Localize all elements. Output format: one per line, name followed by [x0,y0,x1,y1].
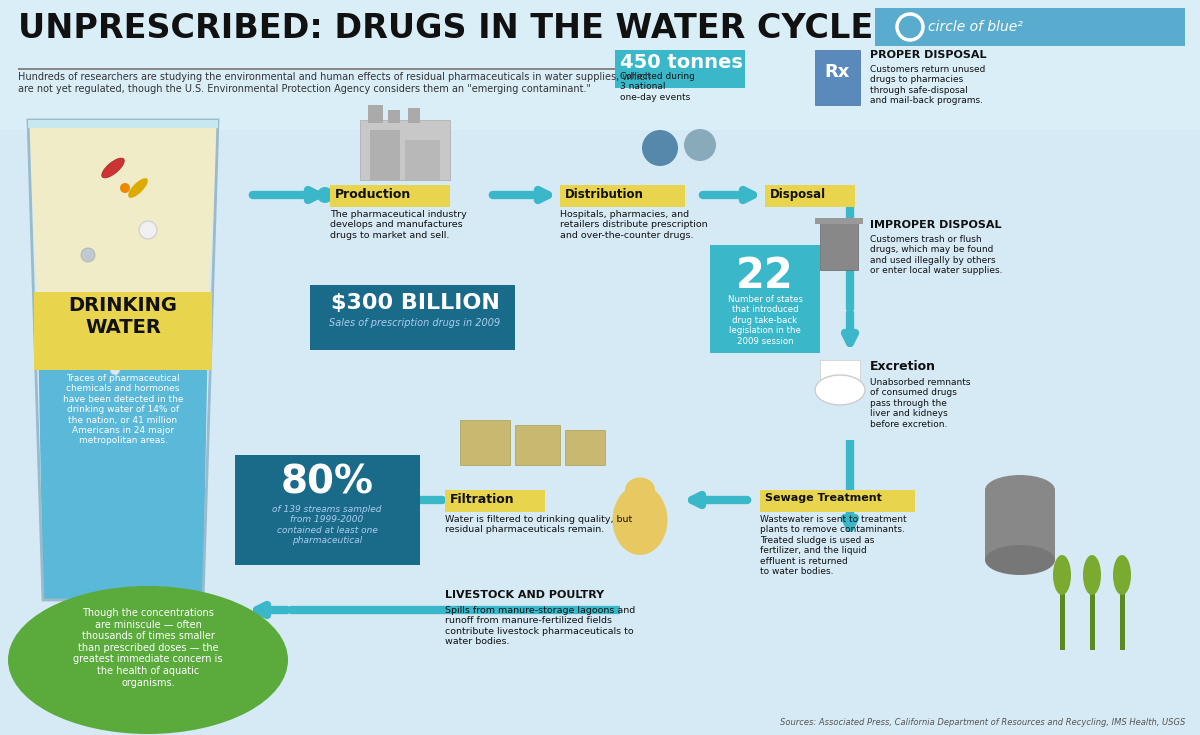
Bar [1120,570,1126,650]
Bar [18,68,718,70]
Polygon shape [28,120,218,298]
Text: UNPRESCRIBED: DRUGS IN THE WATER CYCLE: UNPRESCRIBED: DRUGS IN THE WATER CYCLE [18,12,874,45]
Text: The pharmaceutical industry
develops and manufactures
drugs to market and sell.: The pharmaceutical industry develops and… [330,210,467,240]
Text: Sources: Associated Press, California Department of Resources and Recycling, IMS: Sources: Associated Press, California De… [780,718,1186,727]
Bar [310,285,515,350]
Bar [985,490,1055,560]
Text: Unabsorbed remnants
of consumed drugs
pass through the
liver and kidneys
before : Unabsorbed remnants of consumed drugs pa… [870,378,971,429]
Text: IMPROPER DISPOSAL: IMPROPER DISPOSAL [870,220,1002,230]
Polygon shape [37,298,209,600]
Circle shape [139,221,157,239]
Text: Excretion: Excretion [870,360,936,373]
Text: Disposal: Disposal [770,188,826,201]
Text: Wastewater is sent to treatment
plants to remove contaminants.
Treated sludge is: Wastewater is sent to treatment plants t… [760,515,907,576]
Text: Sewage Treatment: Sewage Treatment [766,493,882,503]
Bar [815,218,863,224]
Bar [445,490,545,512]
Text: 450 tonnes: 450 tonnes [620,53,743,72]
Bar [815,50,860,105]
Ellipse shape [102,158,125,178]
Ellipse shape [8,586,288,734]
Bar [710,245,820,353]
Bar [330,185,450,207]
Bar [370,130,400,180]
Ellipse shape [120,183,130,193]
Text: Spills from manure-storage lagoons and
runoff from manure-fertilized fields
cont: Spills from manure-storage lagoons and r… [445,606,635,646]
Circle shape [317,187,334,203]
Text: Hospitals, pharmacies, and
retailers distribute prescription
and over-the-counte: Hospitals, pharmacies, and retailers dis… [560,210,708,240]
Ellipse shape [1114,555,1132,595]
Bar [616,50,745,88]
Ellipse shape [985,475,1055,505]
Circle shape [642,130,678,166]
Text: $300 BILLION: $300 BILLION [330,293,499,313]
Circle shape [82,248,95,262]
Text: Number of states
that introduced
drug take-back
legislation in the
2009 session: Number of states that introduced drug ta… [727,295,803,345]
Text: Distribution: Distribution [565,188,644,201]
Text: Though the concentrations
are miniscule — often
thousands of times smaller
than : Though the concentrations are miniscule … [73,608,223,688]
Bar [565,430,605,465]
Bar [875,8,1186,46]
Circle shape [110,365,120,375]
Text: Production: Production [335,188,412,201]
Ellipse shape [128,178,148,198]
Bar [760,490,916,512]
Text: Customers return unused
drugs to pharmacies
through safe-disposal
and mail-back : Customers return unused drugs to pharmac… [870,65,985,105]
Bar [360,120,450,180]
Ellipse shape [1084,555,1102,595]
Text: Filtration: Filtration [450,493,515,506]
Bar [460,420,510,465]
Bar [766,185,854,207]
Text: Collected during
3 national
one-day events: Collected during 3 national one-day even… [620,72,695,102]
Text: DRINKING
WATER: DRINKING WATER [68,296,178,337]
Text: Sales of prescription drugs in 2009: Sales of prescription drugs in 2009 [329,318,500,328]
Circle shape [79,334,91,346]
Bar [1090,570,1096,650]
Bar [28,120,218,128]
Bar [34,292,212,370]
Bar [388,110,400,123]
Bar [820,220,858,270]
Text: PROPER DISPOSAL: PROPER DISPOSAL [870,50,986,60]
Bar [235,455,420,565]
Bar [1060,570,1066,650]
Text: Hundreds of researchers are studying the environmental and human effects of resi: Hundreds of researchers are studying the… [18,72,650,93]
Circle shape [684,129,716,161]
Bar [0,0,1200,130]
Bar [408,108,420,123]
Text: Customers trash or flush
drugs, which may be found
and used illegally by others
: Customers trash or flush drugs, which ma… [870,235,1002,275]
Text: LIVESTOCK AND POULTRY: LIVESTOCK AND POULTRY [445,590,604,600]
Text: 80%: 80% [281,463,373,501]
Bar [368,105,383,123]
Ellipse shape [625,478,655,503]
Ellipse shape [985,545,1055,575]
Ellipse shape [612,485,667,555]
Text: 22: 22 [736,255,794,297]
Text: of 139 streams sampled
from 1999-2000
contained at least one
pharmaceutical: of 139 streams sampled from 1999-2000 co… [272,505,382,545]
Bar [515,425,560,465]
Ellipse shape [815,375,865,405]
Bar [406,140,440,180]
Text: Rx: Rx [824,63,850,81]
Bar [820,360,860,392]
Ellipse shape [1054,555,1072,595]
Text: circle of blue²: circle of blue² [928,20,1022,34]
Text: Water is filtered to drinking quality, but
residual pharmaceuticals remain.: Water is filtered to drinking quality, b… [445,515,632,534]
Text: Traces of pharmaceutical
chemicals and hormones
have been detected in the
drinki: Traces of pharmaceutical chemicals and h… [62,374,184,445]
Bar [560,185,685,207]
